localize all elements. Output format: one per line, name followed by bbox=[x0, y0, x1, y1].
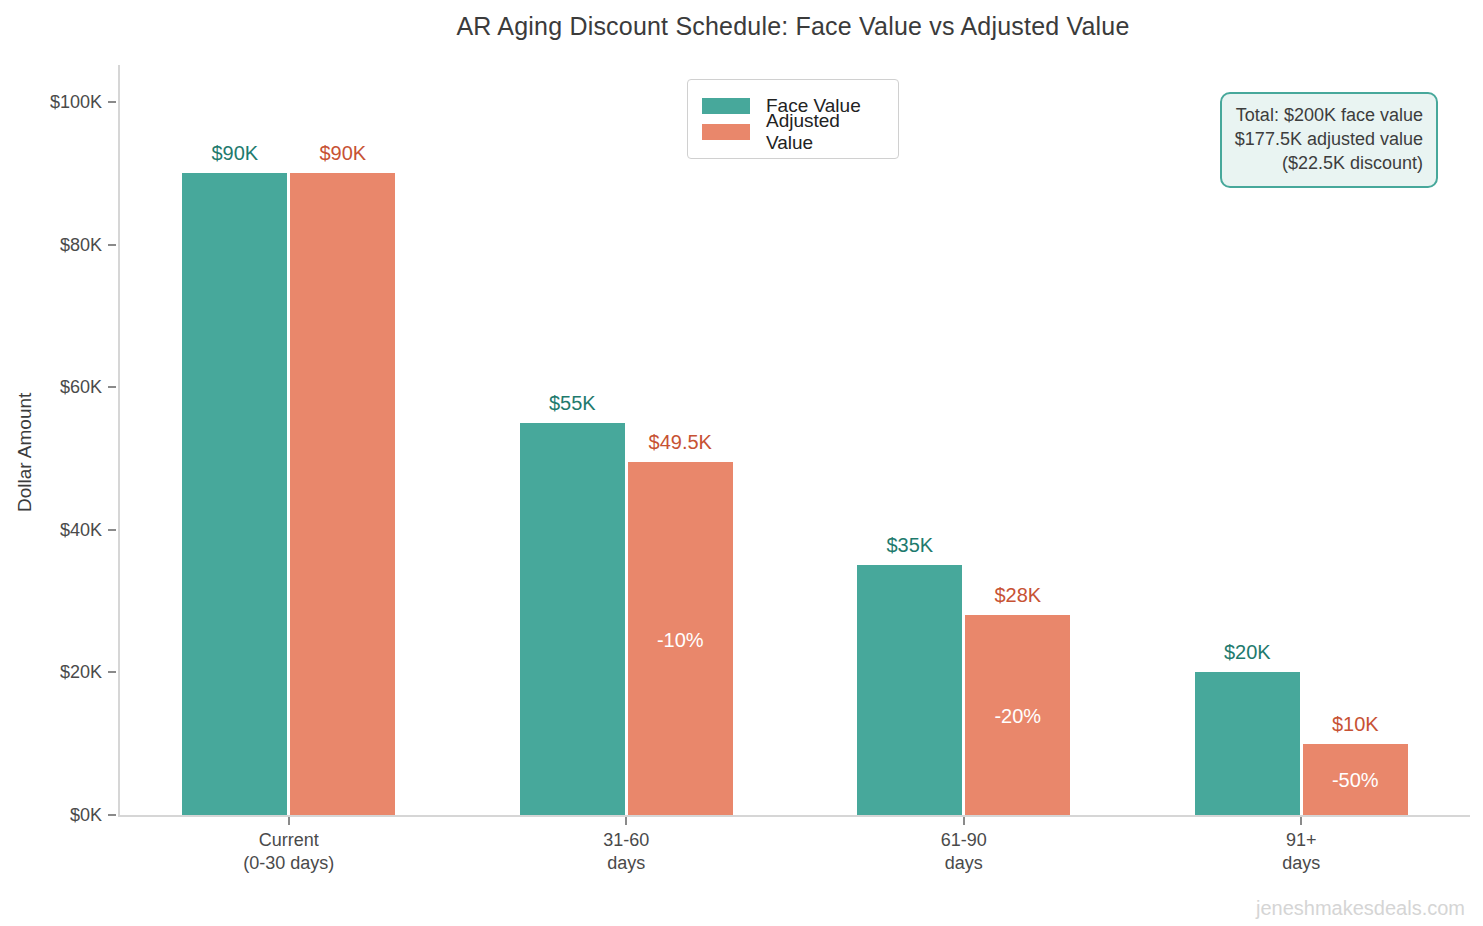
y-tick-label: $20K bbox=[60, 662, 102, 683]
x-tick-label-current-0-30-days-: Current(0-30 days) bbox=[179, 829, 399, 874]
watermark: jeneshmakesdeals.com bbox=[1256, 897, 1465, 920]
legend-swatch-adjusted-value bbox=[702, 124, 750, 140]
bar-value-label-face-value-91-days: $20K bbox=[1195, 641, 1300, 664]
discount-label-91-days: -50% bbox=[1303, 769, 1408, 792]
annotation-line-1: Total: $200K face value bbox=[1235, 104, 1423, 128]
bar-face-value-current-0-30-days- bbox=[182, 173, 287, 815]
y-tick-mark bbox=[108, 529, 116, 531]
x-tick-mark bbox=[625, 817, 627, 825]
annotation-line-3: ($22.5K discount) bbox=[1235, 152, 1423, 176]
y-tick-mark bbox=[108, 244, 116, 246]
bar-value-label-adjusted-value-current-0-30-days-: $90K bbox=[290, 142, 395, 165]
chart-title: AR Aging Discount Schedule: Face Value v… bbox=[118, 12, 1468, 41]
x-tick-mark bbox=[1300, 817, 1302, 825]
annotation-line-2: $177.5K adjusted value bbox=[1235, 128, 1423, 152]
x-tick-mark bbox=[963, 817, 965, 825]
y-tick-label: $60K bbox=[60, 377, 102, 398]
y-tick-label: $0K bbox=[70, 805, 102, 826]
x-tick-label-31-60-days: 31-60days bbox=[516, 829, 736, 874]
bar-face-value-91-days bbox=[1195, 672, 1300, 815]
y-tick-label: $40K bbox=[60, 520, 102, 541]
discount-label-31-60-days: -10% bbox=[628, 629, 733, 652]
y-tick-mark bbox=[108, 814, 116, 816]
total-annotation: Total: $200K face value $177.5K adjusted… bbox=[1220, 92, 1438, 188]
bar-value-label-adjusted-value-61-90-days: $28K bbox=[965, 584, 1070, 607]
y-tick-mark bbox=[108, 671, 116, 673]
legend-swatch-face-value bbox=[702, 98, 750, 114]
x-tick-mark bbox=[288, 817, 290, 825]
legend-item-adjusted-value: Adjusted Value bbox=[702, 121, 884, 143]
bar-value-label-adjusted-value-91-days: $10K bbox=[1303, 713, 1408, 736]
legend-label-adjusted-value: Adjusted Value bbox=[766, 110, 884, 154]
bar-value-label-face-value-31-60-days: $55K bbox=[520, 392, 625, 415]
discount-label-61-90-days: -20% bbox=[965, 705, 1070, 728]
y-tick-mark bbox=[108, 101, 116, 103]
bar-value-label-adjusted-value-31-60-days: $49.5K bbox=[628, 431, 733, 454]
legend: Face Value Adjusted Value bbox=[687, 79, 899, 159]
bar-value-label-face-value-61-90-days: $35K bbox=[857, 534, 962, 557]
chart-canvas: AR Aging Discount Schedule: Face Value v… bbox=[0, 0, 1483, 926]
x-tick-label-91-days: 91+days bbox=[1191, 829, 1411, 874]
bar-face-value-61-90-days bbox=[857, 565, 962, 815]
x-tick-label-61-90-days: 61-90days bbox=[854, 829, 1074, 874]
y-axis-title: Dollar Amount bbox=[14, 393, 36, 512]
bar-value-label-face-value-current-0-30-days-: $90K bbox=[182, 142, 287, 165]
bar-adjusted-value-current-0-30-days- bbox=[290, 173, 395, 815]
bar-face-value-31-60-days bbox=[520, 423, 625, 815]
y-tick-mark bbox=[108, 386, 116, 388]
y-tick-label: $100K bbox=[50, 92, 102, 113]
y-tick-label: $80K bbox=[60, 235, 102, 256]
